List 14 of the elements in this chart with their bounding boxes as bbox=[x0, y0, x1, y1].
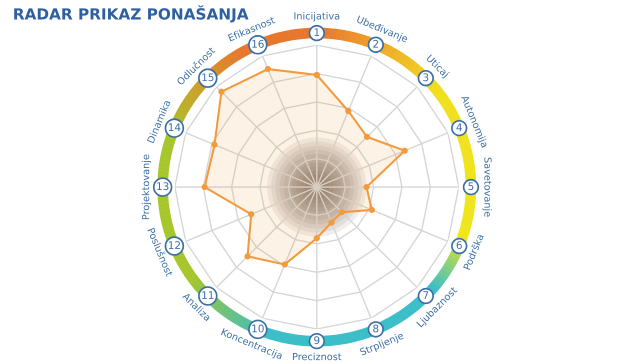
text: 9 bbox=[314, 336, 320, 344]
text: 16 bbox=[252, 40, 264, 48]
text: 1 bbox=[314, 28, 320, 36]
spoke-label: Inicijativa bbox=[294, 12, 340, 22]
text: 14 bbox=[168, 123, 180, 132]
spoke-label: Savetovanje bbox=[482, 158, 492, 217]
text: 6 bbox=[456, 241, 462, 250]
spoke-label: Projektovanje bbox=[142, 154, 152, 220]
text: 8 bbox=[373, 324, 378, 332]
text: 4 bbox=[456, 123, 462, 132]
text: 13 bbox=[157, 182, 168, 190]
spoke-label: Preciznost bbox=[292, 352, 342, 360]
text: 3 bbox=[423, 73, 428, 82]
text: 5 bbox=[468, 182, 474, 190]
